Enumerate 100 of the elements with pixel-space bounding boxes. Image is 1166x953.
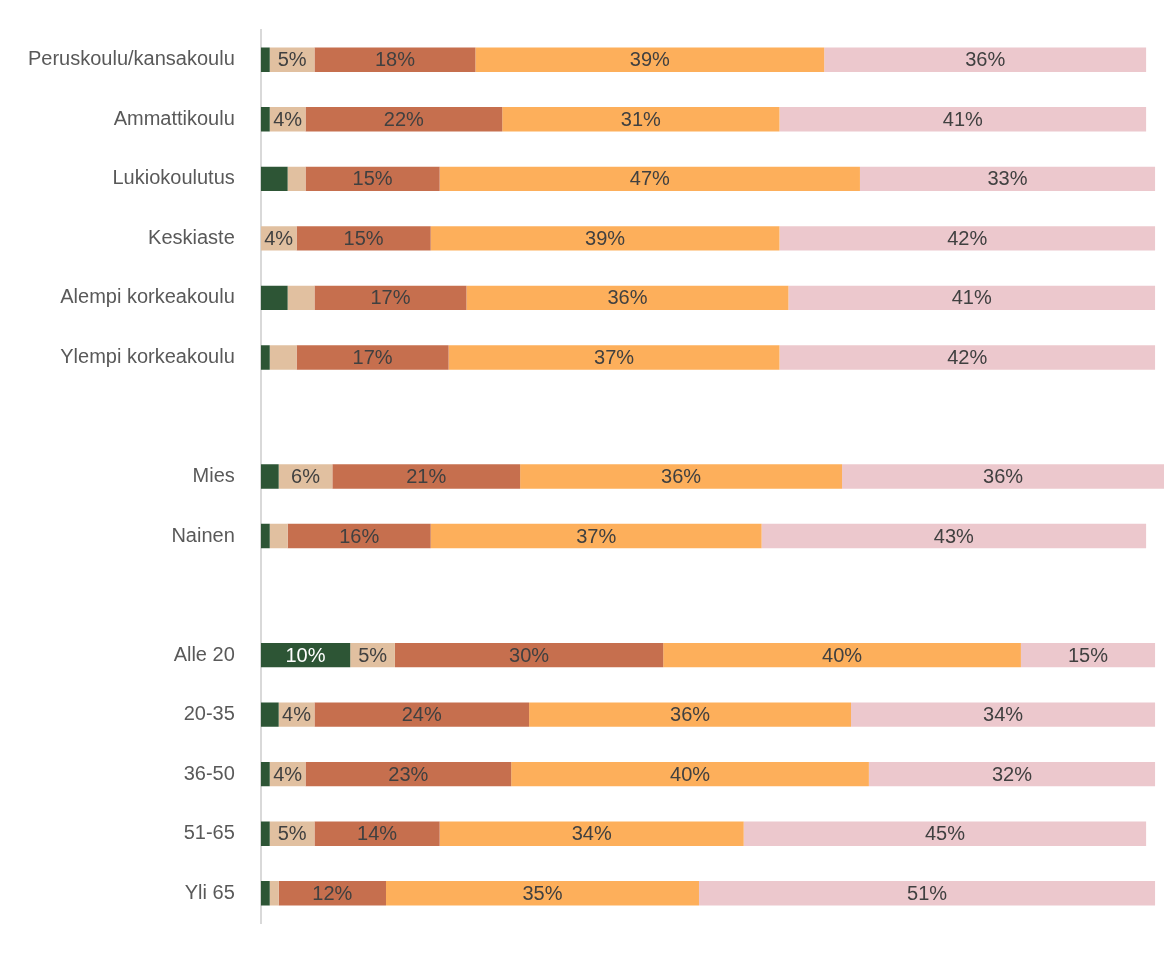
bar <box>314 47 476 72</box>
bar <box>332 464 521 489</box>
bar <box>824 47 1147 72</box>
bar <box>260 761 270 787</box>
data-label: 36% <box>670 703 711 726</box>
bar <box>260 345 270 370</box>
bar <box>663 642 1021 668</box>
bar <box>529 702 852 727</box>
data-label: 43% <box>933 524 975 547</box>
bar <box>430 523 762 549</box>
bar <box>779 226 1156 251</box>
bar <box>851 702 1156 727</box>
data-label: 4% <box>273 107 303 130</box>
bar <box>394 642 664 668</box>
bar <box>761 523 1147 549</box>
y-tick-label: Nainen <box>171 523 235 546</box>
bar <box>779 107 1147 132</box>
y-tick-label: Mies <box>192 464 235 487</box>
bar <box>305 166 440 192</box>
data-label: 15% <box>352 167 393 190</box>
bar <box>296 345 449 370</box>
data-label: 17% <box>370 286 411 309</box>
y-tick-label: 51-65 <box>183 821 235 844</box>
data-label: 34% <box>571 822 612 845</box>
bar <box>868 761 1156 787</box>
data-label: 40% <box>822 643 863 666</box>
data-label: 4% <box>264 226 294 249</box>
y-tick-label: Alempi korkeakoulu <box>60 285 235 308</box>
data-label: 47% <box>629 167 671 190</box>
data-label: 10% <box>285 643 326 666</box>
data-label: 22% <box>383 107 425 130</box>
bar <box>314 702 530 727</box>
data-label: 45% <box>924 822 966 845</box>
y-tick-label: 20-35 <box>183 702 235 725</box>
bar <box>842 464 1164 489</box>
bar <box>1020 642 1156 668</box>
bar <box>260 464 279 489</box>
data-label: 30% <box>509 643 550 666</box>
data-label: 34% <box>983 703 1024 726</box>
data-label: 37% <box>594 345 635 368</box>
data-label: 40% <box>670 762 711 785</box>
data-label: 32% <box>991 762 1033 785</box>
data-label: 37% <box>576 524 617 547</box>
y-tick-label: Peruskoulu/kansakoulu <box>28 47 235 70</box>
data-label: 5% <box>277 822 307 845</box>
data-label: 42% <box>947 226 988 249</box>
bar <box>305 761 512 787</box>
bar <box>305 107 503 132</box>
bar <box>385 881 699 906</box>
data-label: 51% <box>907 881 948 904</box>
bar <box>260 285 288 311</box>
bar <box>439 166 860 192</box>
data-label: 35% <box>522 881 563 904</box>
data-label: 5% <box>277 48 307 71</box>
bar <box>260 47 270 72</box>
data-label: 15% <box>343 226 384 249</box>
bar <box>466 285 789 311</box>
data-label: 4% <box>282 703 312 726</box>
bar <box>287 166 306 192</box>
data-label: 23% <box>388 762 429 785</box>
bar <box>260 107 270 132</box>
bar <box>260 821 270 846</box>
bar <box>287 285 315 311</box>
bar <box>260 523 270 549</box>
data-label: 39% <box>629 48 671 71</box>
bar <box>698 881 1156 906</box>
y-tick-label: Keskiaste <box>148 225 235 248</box>
data-label: 4% <box>273 762 303 785</box>
y-tick-label: Ylempi korkeakoulu <box>60 344 235 367</box>
data-label: 5% <box>358 643 388 666</box>
data-label: 36% <box>965 48 1006 71</box>
bar <box>314 821 440 846</box>
data-label: 12% <box>312 881 353 904</box>
bar <box>511 761 869 787</box>
data-label: 17% <box>352 345 393 368</box>
bar <box>296 226 431 251</box>
y-tick-label: 36-50 <box>183 761 235 784</box>
data-label: 36% <box>607 286 648 309</box>
data-label: 21% <box>406 465 447 488</box>
data-label: 41% <box>951 286 992 309</box>
data-label: 6% <box>291 465 321 488</box>
y-tick-label: Ammattikoulu <box>113 106 235 129</box>
y-tick-label: Alle 20 <box>173 642 235 665</box>
bar <box>269 523 288 549</box>
data-label: 39% <box>585 226 626 249</box>
data-label: 33% <box>987 167 1028 190</box>
bar <box>779 345 1156 370</box>
bar <box>520 464 843 489</box>
bar <box>269 345 297 370</box>
bar <box>260 881 270 906</box>
bar <box>439 821 744 846</box>
data-label: 15% <box>1067 643 1109 666</box>
bar <box>260 166 288 192</box>
bar <box>260 702 279 727</box>
bar <box>314 285 467 311</box>
bar <box>859 166 1156 192</box>
data-label: 24% <box>401 703 442 726</box>
bar <box>502 107 780 132</box>
data-label: 42% <box>947 345 988 368</box>
data-label: 14% <box>357 822 398 845</box>
